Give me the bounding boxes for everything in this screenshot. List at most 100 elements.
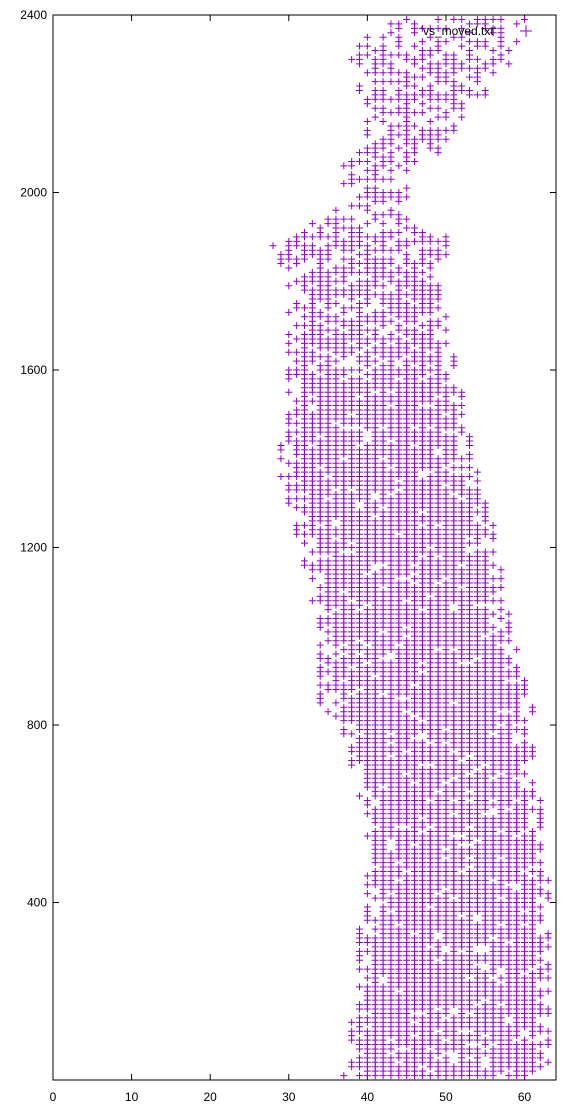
data-point xyxy=(442,384,450,392)
data-point xyxy=(395,335,403,343)
data-point xyxy=(481,60,489,68)
data-point xyxy=(458,872,466,880)
data-point xyxy=(293,419,301,427)
data-point xyxy=(316,592,324,600)
data-point xyxy=(513,38,521,46)
data-point xyxy=(442,1054,450,1062)
data-point xyxy=(418,246,426,254)
data-point xyxy=(513,1041,521,1048)
data-point xyxy=(442,109,450,117)
data-point xyxy=(426,406,434,414)
data-point xyxy=(395,162,403,170)
data-point xyxy=(544,1058,552,1066)
data-point xyxy=(371,291,379,299)
data-point xyxy=(356,202,364,210)
data-point xyxy=(332,206,340,214)
data-point xyxy=(340,552,348,560)
x-tick-label: 30 xyxy=(282,1090,296,1104)
data-point xyxy=(332,215,340,223)
data-point xyxy=(371,233,379,241)
data-point xyxy=(489,779,497,787)
data-point xyxy=(387,109,395,117)
data-point xyxy=(418,277,426,285)
data-point xyxy=(395,379,403,387)
data-point xyxy=(363,144,371,152)
data-point xyxy=(308,286,316,294)
data-point xyxy=(426,743,434,751)
data-point xyxy=(528,876,536,884)
data-point xyxy=(379,362,387,370)
data-point xyxy=(363,983,371,991)
data-points xyxy=(269,15,552,1080)
data-point xyxy=(403,268,411,276)
data-point xyxy=(536,796,544,804)
data-point xyxy=(418,73,426,81)
data-point xyxy=(371,570,379,578)
data-point xyxy=(387,912,395,920)
data-point xyxy=(371,916,379,924)
legend-label: 'vs_moved.txt' xyxy=(421,24,496,38)
data-point xyxy=(324,268,332,276)
data-point xyxy=(458,33,466,41)
data-point xyxy=(489,978,497,986)
data-point xyxy=(489,623,497,631)
data-point xyxy=(363,663,371,671)
data-point xyxy=(324,335,332,343)
data-point xyxy=(442,370,450,378)
data-point xyxy=(513,681,521,689)
data-point xyxy=(513,663,521,671)
data-point xyxy=(403,184,411,192)
data-point xyxy=(450,752,458,760)
data-point xyxy=(371,255,379,263)
data-point xyxy=(387,317,395,325)
data-point xyxy=(497,983,505,991)
data-point xyxy=(426,828,434,835)
data-point xyxy=(426,282,434,290)
data-point xyxy=(497,566,505,574)
data-point xyxy=(356,983,364,991)
data-point xyxy=(505,610,513,618)
data-point xyxy=(497,974,505,982)
data-point xyxy=(473,477,481,485)
data-point xyxy=(308,575,316,583)
data-point xyxy=(340,646,348,654)
data-point xyxy=(497,24,505,32)
data-point xyxy=(356,1014,364,1022)
data-point xyxy=(285,388,293,396)
data-point xyxy=(426,260,434,267)
data-point xyxy=(308,370,316,378)
data-point xyxy=(387,495,395,503)
data-point xyxy=(489,734,497,742)
data-point xyxy=(442,135,450,143)
data-point xyxy=(395,277,403,285)
data-point xyxy=(324,313,332,321)
data-point xyxy=(528,1041,536,1048)
data-point xyxy=(411,783,419,791)
data-point xyxy=(426,104,434,112)
data-point xyxy=(505,619,513,627)
data-point xyxy=(442,486,450,494)
data-point xyxy=(418,477,426,485)
data-point xyxy=(481,952,489,960)
data-point xyxy=(293,504,301,512)
data-point xyxy=(285,481,293,489)
data-point xyxy=(489,801,497,809)
data-point xyxy=(371,894,379,902)
data-point xyxy=(442,890,450,898)
data-point xyxy=(505,1072,513,1080)
data-point xyxy=(387,95,395,103)
data-point xyxy=(332,610,340,618)
data-point xyxy=(301,313,308,321)
data-point xyxy=(348,668,356,676)
y-tick-label: 2400 xyxy=(20,8,47,22)
data-point xyxy=(285,428,293,436)
data-point xyxy=(426,82,434,90)
data-point xyxy=(356,690,364,698)
data-point xyxy=(426,118,434,125)
data-point xyxy=(536,805,544,813)
data-point xyxy=(536,867,544,875)
data-point xyxy=(426,353,434,361)
data-point xyxy=(403,291,411,299)
data-point xyxy=(379,153,387,161)
